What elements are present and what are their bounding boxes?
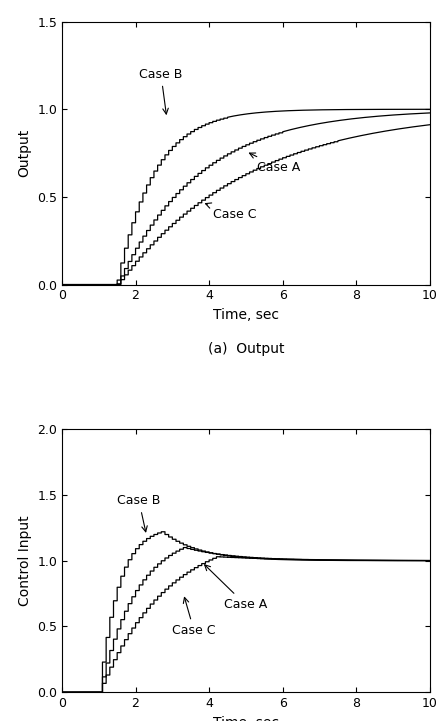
Y-axis label: Control Input: Control Input [18, 516, 31, 606]
X-axis label: Time, sec: Time, sec [213, 308, 279, 322]
Y-axis label: Output: Output [18, 129, 31, 177]
Text: Case C: Case C [206, 203, 256, 221]
Text: Case C: Case C [172, 598, 216, 637]
X-axis label: Time, sec: Time, sec [213, 715, 279, 721]
Text: Case B: Case B [117, 494, 160, 532]
Text: Case A: Case A [205, 565, 267, 611]
Text: Case B: Case B [139, 68, 183, 114]
Text: Case A: Case A [249, 153, 300, 174]
Text: (a)  Output: (a) Output [208, 342, 284, 356]
